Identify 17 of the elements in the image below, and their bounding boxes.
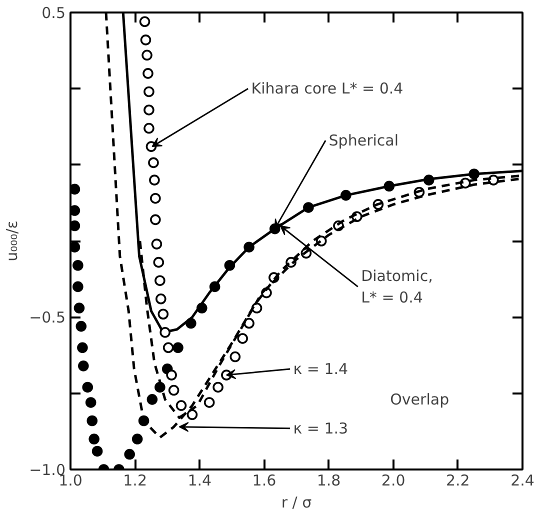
annotation: κ = 1.4 [293, 360, 348, 378]
annotation: Spherical [328, 131, 399, 150]
y-axis-title: u₀₀₀/ε [3, 220, 22, 262]
x-tick-label: 1.8 [316, 472, 341, 490]
x-axis-title: r / σ [281, 494, 312, 512]
x-tick-label: 2.2 [446, 472, 470, 490]
annotation: Overlap [390, 390, 450, 408]
annotation: Diatomic, L* = 0.4 [361, 266, 433, 306]
x-tick-label: 2.4 [510, 472, 534, 490]
x-tick-label: 1.6 [252, 472, 276, 490]
y-tick-label: −0.5 [29, 308, 66, 327]
x-tick-label: 1.2 [123, 472, 148, 490]
annotation: Kihara core L* = 0.4 [251, 80, 404, 98]
annotation: κ = 1.3 [293, 419, 348, 438]
x-tick-label: 1.4 [188, 472, 212, 490]
x-tick-label: 2.0 [381, 472, 406, 490]
y-tick-label: 0.5 [42, 4, 66, 22]
